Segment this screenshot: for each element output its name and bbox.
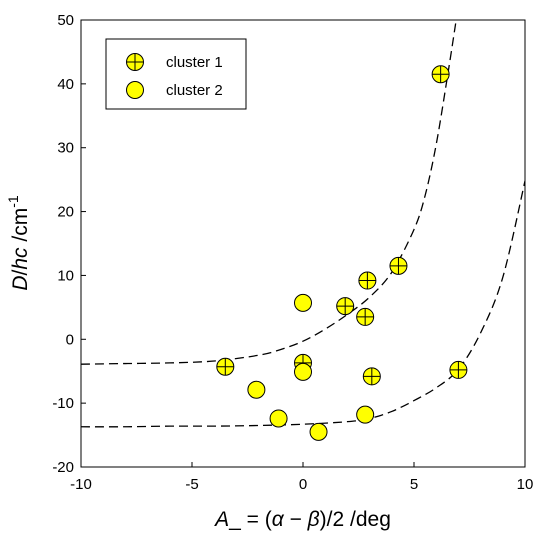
x-axis-title-part: α (272, 508, 285, 531)
x-tick-label: 5 (410, 476, 418, 493)
x-axis-title-part: A (213, 508, 229, 531)
data-point-series1 (216, 357, 235, 376)
y-tick-label: 20 (57, 204, 74, 221)
data-point-series1 (389, 256, 408, 275)
legend-label-1: cluster 1 (166, 54, 223, 71)
data-point-series2 (294, 293, 312, 312)
legend-marker-2 (126, 81, 144, 99)
legend: cluster 1 cluster 2 (105, 38, 247, 110)
y-tick-label: 30 (57, 140, 74, 157)
legend-marker-1 (126, 53, 144, 71)
data-points (216, 65, 468, 441)
x-tick-label: 10 (517, 476, 534, 493)
y-tick-label: 0 (66, 331, 74, 348)
x-tick-label: -10 (70, 476, 92, 493)
y-axis-title-part: hc (9, 247, 32, 270)
data-point-series1 (362, 367, 381, 386)
axis-titles: A_ = (α − β)/2 /deg D/hc /cm-1 (5, 195, 391, 531)
marker-circle (356, 405, 375, 424)
data-point-series2 (356, 405, 375, 424)
marker-circle (247, 380, 266, 399)
y-axis-title: D/hc /cm-1 (5, 195, 32, 291)
x-axis-title-part: − (284, 508, 308, 531)
legend-box (105, 38, 247, 110)
y-axis-title-part: -1 (5, 195, 21, 208)
marker-circle (294, 362, 312, 381)
marker-circle (309, 422, 328, 441)
marker-circle (269, 409, 288, 428)
data-point-series1 (358, 271, 377, 290)
data-point-series1 (431, 65, 450, 84)
y-tick-label: 40 (57, 76, 74, 93)
y-axis-title-part: D (9, 275, 32, 290)
fit-curve-1 (81, 20, 457, 365)
y-tick-label: -20 (52, 459, 74, 476)
x-axis-title-part: )/2 /deg (320, 508, 391, 531)
marker-circle (294, 293, 312, 312)
y-tick-label: 50 (57, 12, 74, 29)
y-tick-label: 10 (57, 267, 74, 284)
data-point-series1 (449, 360, 468, 379)
data-point-series2 (247, 380, 266, 399)
x-tick-label: 0 (299, 476, 307, 493)
x-tick-label: -5 (185, 476, 198, 493)
data-point-series1 (356, 307, 375, 326)
y-tick-label: -10 (52, 395, 74, 412)
data-point-series2 (269, 409, 288, 428)
x-axis-title: A_ = (α − β)/2 /deg (213, 508, 391, 531)
marker-circle (126, 81, 144, 99)
data-point-series2 (309, 422, 328, 441)
x-axis-title-part: = ( (241, 508, 272, 531)
x-axis-title-part: β (307, 508, 320, 531)
y-axis-title-part: /cm (9, 208, 32, 248)
data-point-series2 (294, 362, 312, 381)
legend-label-2: cluster 2 (166, 82, 223, 99)
x-axis-title-part: _ (228, 508, 241, 531)
y-axis-title-part: / (9, 269, 32, 275)
data-point-series1 (336, 297, 355, 316)
